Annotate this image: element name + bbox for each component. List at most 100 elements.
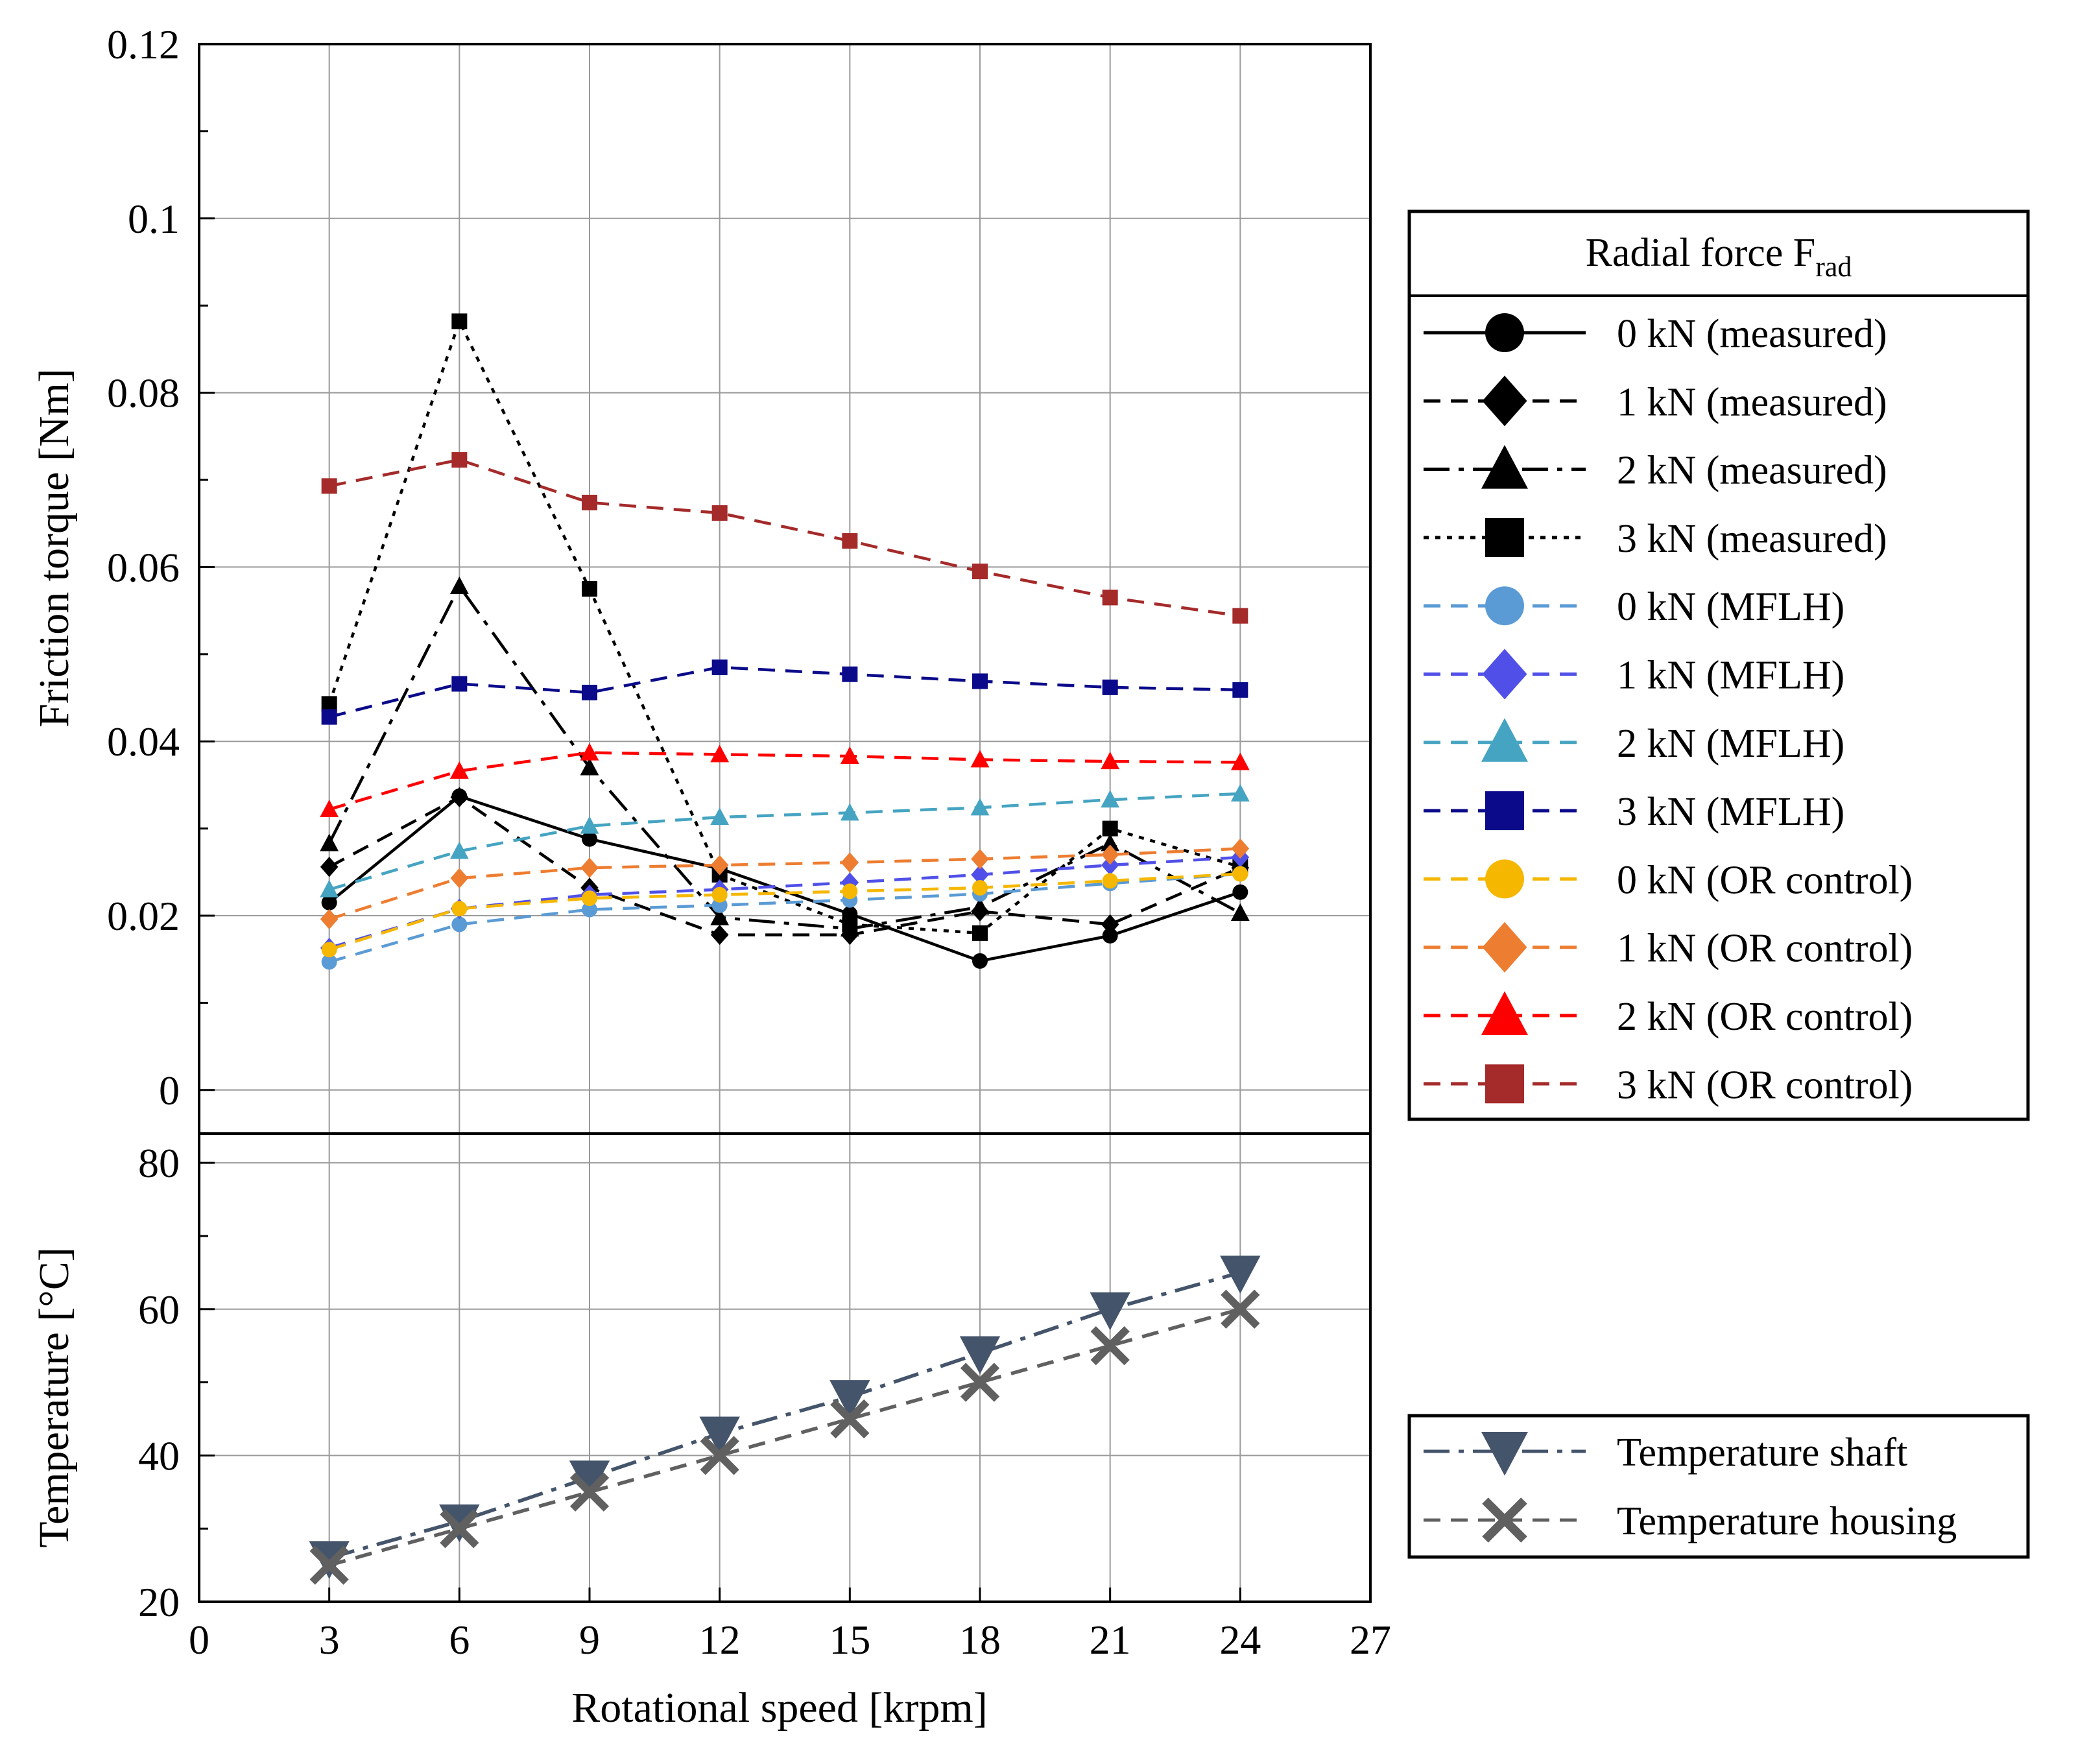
data-point bbox=[711, 505, 728, 521]
data-point bbox=[971, 864, 989, 885]
series-3 bbox=[321, 313, 1248, 941]
legend-label: 3 kN (measured) bbox=[1617, 517, 1887, 561]
data-point bbox=[580, 857, 599, 878]
bottom-y-tick-label: 80 bbox=[138, 1140, 180, 1186]
data-point bbox=[960, 1362, 1000, 1402]
data-point bbox=[320, 800, 339, 818]
data-point bbox=[582, 831, 597, 847]
legend-label: 3 kN (MFLH) bbox=[1617, 790, 1844, 834]
data-point bbox=[971, 849, 989, 870]
data-point bbox=[1231, 838, 1250, 859]
series-line bbox=[329, 792, 1241, 891]
data-point bbox=[451, 901, 468, 917]
legend-label: 2 kN (MFLH) bbox=[1617, 722, 1844, 766]
data-point bbox=[1102, 589, 1118, 606]
legend-entry: 1 kN (MFLH) bbox=[1424, 648, 1844, 700]
radial-force-legend: Radial force Frad 0 kN (measured) 1 kN (m… bbox=[1407, 209, 2030, 1121]
legend-label: 1 kN (measured) bbox=[1617, 380, 1887, 424]
bottom-panel-grid bbox=[199, 1134, 1370, 1602]
data-point bbox=[320, 857, 339, 877]
top-y-tick-label: 0.04 bbox=[107, 719, 180, 765]
series-line bbox=[329, 751, 1241, 811]
legend-marker bbox=[1485, 313, 1524, 352]
data-point bbox=[451, 452, 468, 468]
legend-entry: 1 kN (measured) bbox=[1424, 375, 1887, 427]
legend-title: Radial force Frad bbox=[1586, 231, 1852, 283]
data-point bbox=[711, 886, 728, 903]
data-point bbox=[440, 1509, 479, 1549]
legend-label: 2 kN (OR control) bbox=[1617, 995, 1913, 1039]
x-tick-label: 24 bbox=[1219, 1617, 1261, 1663]
data-point bbox=[829, 1380, 870, 1418]
data-point bbox=[582, 581, 597, 597]
data-point bbox=[450, 868, 469, 888]
legend-marker bbox=[1481, 1432, 1528, 1476]
data-point bbox=[972, 673, 988, 689]
series-6 bbox=[320, 783, 1250, 898]
legend-marker bbox=[1485, 518, 1524, 557]
legend-label: 1 kN (MFLH) bbox=[1617, 654, 1844, 698]
data-point bbox=[449, 576, 469, 594]
series-line bbox=[329, 665, 1241, 719]
axis-tick-labels: 0 0.02 0.04 0.06 0.08 0.1 0.12 20 40 60 80 0 3 6 9 12 15… bbox=[107, 21, 1391, 1663]
data-point bbox=[972, 564, 988, 580]
data-point bbox=[449, 761, 469, 779]
x-tick-label: 3 bbox=[319, 1617, 340, 1663]
data-point bbox=[321, 894, 337, 910]
data-point bbox=[449, 841, 469, 859]
data-point bbox=[1230, 783, 1250, 802]
data-point bbox=[710, 907, 730, 925]
data-point bbox=[451, 916, 468, 933]
data-point bbox=[321, 478, 337, 494]
legend-entry: 3 kN (OR control) bbox=[1424, 1063, 1913, 1107]
x-tick-label: 6 bbox=[449, 1617, 470, 1663]
data-point bbox=[1101, 914, 1119, 935]
series-line bbox=[328, 794, 1241, 963]
legend-marker bbox=[1482, 922, 1527, 973]
data-point bbox=[1101, 844, 1119, 865]
data-point bbox=[1101, 752, 1120, 770]
data-point bbox=[842, 883, 858, 899]
series-line bbox=[329, 458, 1241, 617]
top-y-tick-label: 0 bbox=[159, 1067, 180, 1113]
data-point bbox=[1230, 903, 1250, 921]
legend-entry: 0 kN (MFLH) bbox=[1424, 585, 1844, 629]
legend-marker bbox=[1485, 791, 1524, 831]
series-line bbox=[329, 855, 1241, 949]
data-point bbox=[582, 901, 597, 918]
series-line bbox=[328, 847, 1241, 921]
data-point bbox=[580, 816, 599, 834]
data-point bbox=[582, 890, 597, 907]
data-point bbox=[582, 684, 597, 700]
data-point bbox=[970, 897, 990, 915]
x-axis-title: Rotational speed [krpm] bbox=[571, 1684, 988, 1731]
data-point bbox=[841, 852, 859, 873]
data-point bbox=[321, 942, 337, 958]
data-point bbox=[309, 1545, 349, 1585]
data-point bbox=[1102, 820, 1118, 837]
data-point bbox=[1102, 679, 1118, 695]
top-panel-series bbox=[320, 313, 1250, 970]
legend-marker bbox=[1485, 586, 1524, 626]
legend-marker bbox=[1481, 718, 1528, 762]
data-point bbox=[972, 925, 988, 941]
data-point bbox=[970, 750, 990, 768]
bottom-y-tick-label: 40 bbox=[138, 1433, 180, 1479]
series-line bbox=[328, 320, 1241, 935]
legend-entry: 2 kN (measured) bbox=[1424, 445, 1887, 493]
legend-label: 2 kN (measured) bbox=[1617, 449, 1887, 493]
data-point bbox=[840, 803, 859, 821]
bottom-y-tick-label: 60 bbox=[138, 1287, 180, 1333]
series-line bbox=[328, 795, 1241, 936]
data-point bbox=[970, 798, 990, 816]
data-point bbox=[320, 833, 339, 851]
top-panel-grid bbox=[199, 44, 1370, 1134]
data-point bbox=[580, 743, 599, 761]
data-point bbox=[1220, 1255, 1261, 1294]
legend-entry: Temperature housing bbox=[1424, 1497, 1957, 1543]
top-y-tick-label: 0.1 bbox=[128, 196, 180, 242]
legend-entry: Temperature shaft bbox=[1424, 1431, 1907, 1476]
series-line bbox=[328, 1307, 1241, 1567]
top-plot-frame bbox=[198, 43, 1372, 1135]
data-point bbox=[1232, 682, 1248, 698]
